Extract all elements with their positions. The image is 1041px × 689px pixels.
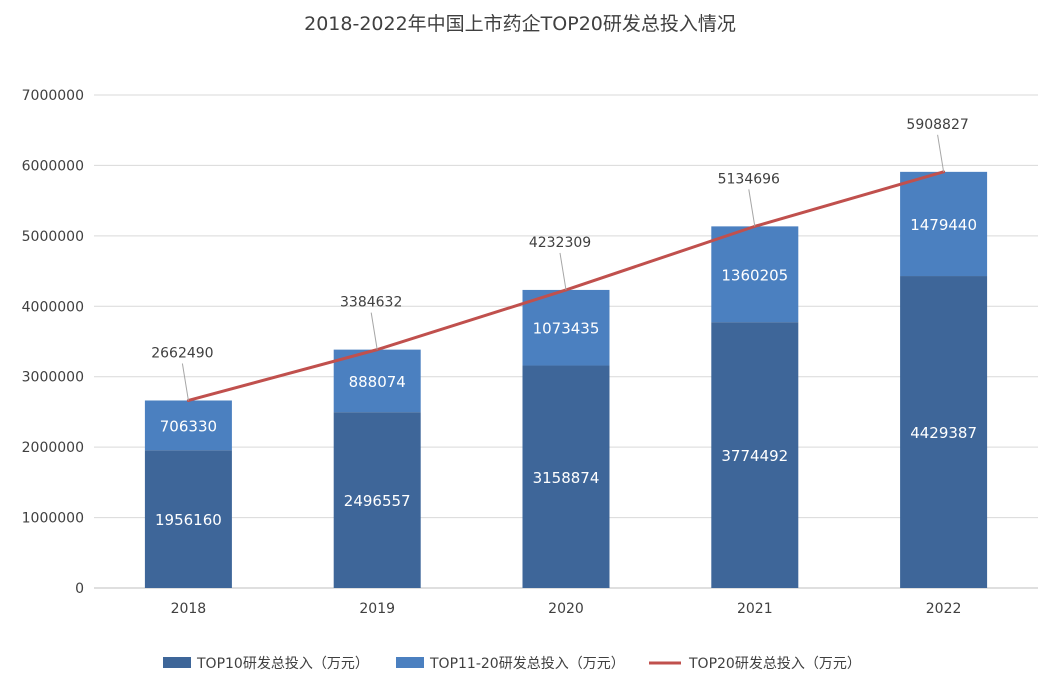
y-tick-label: 4000000: [22, 299, 84, 315]
bar-top11-20: [711, 226, 799, 323]
legend-label: TOP20研发总投入（万元）: [688, 656, 861, 672]
chart-title: 2018-2022年中国上市药企TOP20研发总投入情况: [304, 13, 736, 35]
legend-swatch: [163, 657, 191, 668]
total-label-leader: [748, 189, 756, 227]
y-tick-label: 1000000: [22, 511, 84, 527]
legend-label: TOP11-20研发总投入（万元）: [429, 656, 625, 672]
bars: [144, 171, 988, 588]
bar-top10: [144, 450, 232, 588]
x-tick-label: 2020: [548, 601, 584, 617]
bar-top10: [900, 276, 988, 588]
bar-top10-value-label: 1956160: [155, 511, 222, 529]
bar-top11-20: [900, 171, 988, 277]
bar-top11-20: [333, 349, 421, 413]
total-label-leader: [181, 363, 189, 401]
total-label-leader: [937, 134, 945, 172]
legend: TOP10研发总投入（万元） TOP11-20研发总投入（万元） TOP20研发总投…: [163, 656, 861, 672]
y-tick-label: 7000000: [22, 88, 84, 104]
x-tick-label: 2018: [171, 601, 207, 617]
y-tick-label: 5000000: [22, 229, 84, 245]
bar-top11-20-value-label: 1360205: [721, 266, 788, 284]
total-value-label: 5134696: [718, 171, 780, 187]
total-value-label: 4232309: [529, 235, 591, 251]
bar-top10: [522, 365, 610, 588]
total-label-leader: [370, 312, 378, 350]
legend-label: TOP10研发总投入（万元）: [196, 656, 369, 672]
y-tick-label: 3000000: [22, 370, 84, 386]
bar-top11-20-value-label: 1479440: [910, 216, 977, 234]
data-labels: 1956160 706330 2496557 888074 3158874 1073435…: [151, 117, 977, 529]
total-value-label: 3384632: [340, 295, 402, 311]
bar-top11-20-value-label: 706330: [160, 417, 217, 435]
bar-top11-20-value-label: 888074: [349, 373, 406, 391]
x-tick-label: 2019: [359, 601, 395, 617]
bar-top11-20: [144, 400, 232, 451]
total-value-label: 2662490: [151, 345, 213, 361]
x-tick-label: 2021: [737, 601, 773, 617]
y-tick-label: 6000000: [22, 158, 84, 174]
y-tick-label: 2000000: [22, 440, 84, 456]
bar-top10-value-label: 3158874: [533, 469, 600, 487]
bar-top10-value-label: 4429387: [910, 424, 977, 442]
y-axis: 0 1000000 2000000 3000000 4000000 5000000 6000…: [22, 88, 84, 597]
legend-swatch: [396, 657, 424, 668]
total-label-leader: [559, 252, 567, 291]
bar-top10: [333, 412, 421, 588]
y-tick-label: 0: [75, 581, 84, 597]
x-tick-label: 2022: [926, 601, 962, 617]
bar-top10-value-label: 2496557: [344, 492, 411, 510]
bar-top11-20: [522, 289, 610, 366]
total-value-label: 5908827: [906, 117, 968, 133]
bar-top10: [711, 322, 799, 588]
bar-top11-20-value-label: 1073435: [533, 320, 600, 338]
x-axis: 2018 2019 2020 2021 2022: [171, 601, 962, 617]
bar-top10-value-label: 3774492: [721, 447, 788, 465]
